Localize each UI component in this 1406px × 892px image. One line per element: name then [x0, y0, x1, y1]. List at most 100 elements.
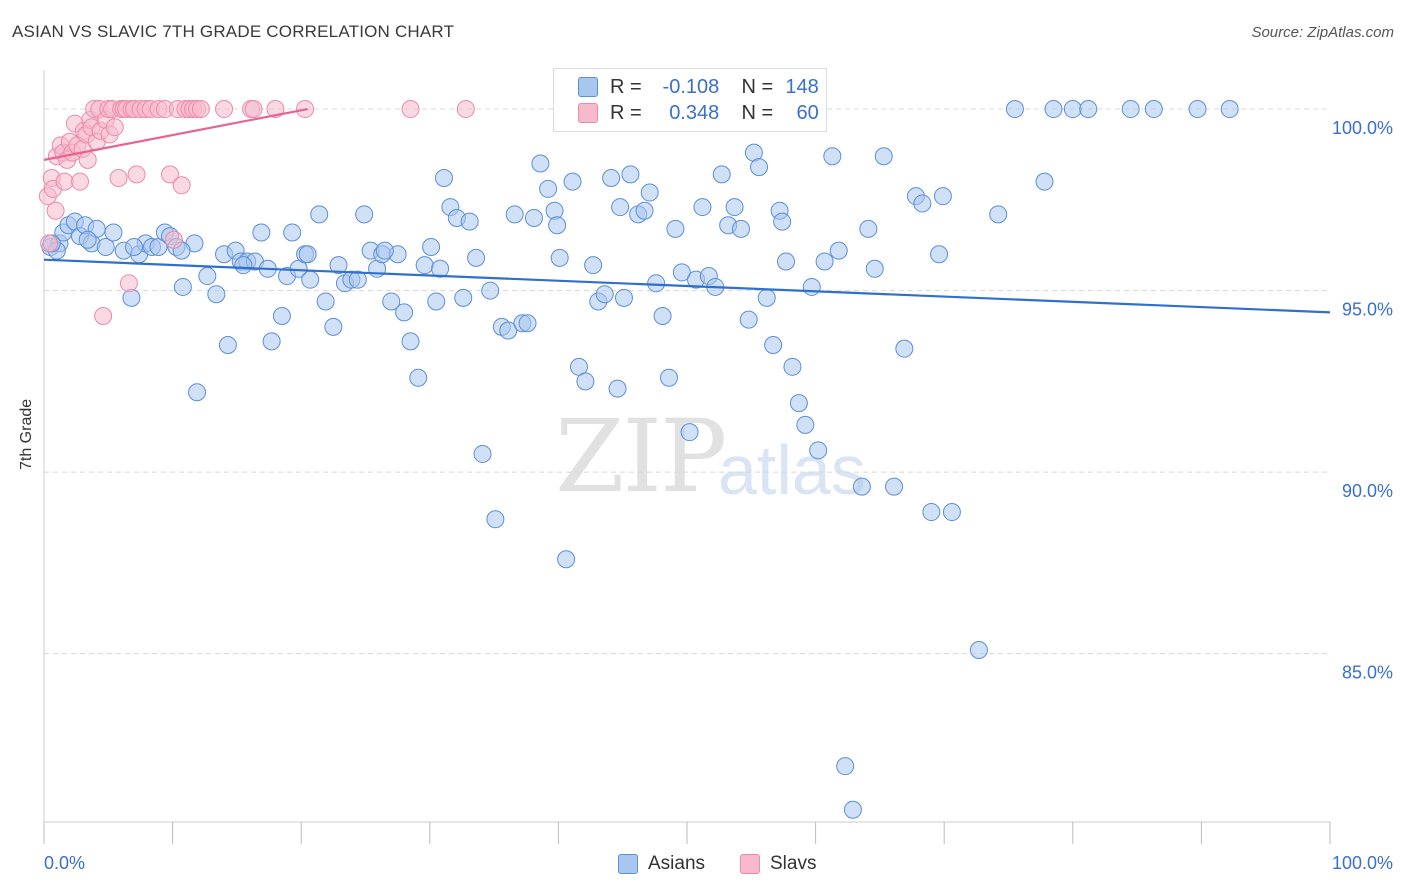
asian-point	[584, 256, 603, 275]
asian-point	[777, 252, 796, 271]
slav-point	[215, 100, 234, 119]
asian-point	[481, 281, 500, 300]
asian-point	[865, 259, 884, 278]
asian-point	[505, 205, 524, 224]
asian-point	[329, 256, 348, 275]
legend-row-asians: R = -0.108 N = 148	[578, 75, 819, 99]
slav-point	[127, 165, 146, 184]
asian-point	[316, 292, 335, 311]
source-label: Source: ZipAtlas.com	[1251, 24, 1394, 41]
asian-point	[859, 219, 878, 238]
slav-point	[105, 118, 124, 137]
asian-point	[207, 285, 226, 304]
asian-point	[757, 288, 776, 307]
asian-point	[922, 503, 941, 522]
asian-point	[680, 423, 699, 442]
asian-point	[942, 503, 961, 522]
asian-point	[739, 310, 758, 329]
asian-point	[666, 219, 685, 238]
asian-point	[431, 259, 450, 278]
asian-point	[852, 477, 871, 496]
asian-point	[401, 332, 420, 351]
slav-point	[119, 274, 138, 293]
asian-point	[829, 241, 848, 260]
legend-n-value: 60	[796, 101, 819, 124]
asian-point	[712, 165, 731, 184]
asian-point	[595, 285, 614, 304]
asian-point	[415, 256, 434, 275]
asian-point	[640, 183, 659, 202]
asian-point	[348, 270, 367, 289]
asian-point	[653, 306, 672, 325]
asian-point	[796, 415, 815, 434]
x-tick-label: 0.0%	[44, 853, 85, 873]
legend-r-label: R =	[610, 75, 642, 98]
asian-point	[382, 292, 401, 311]
asian-point	[836, 757, 855, 776]
asian-point	[518, 314, 537, 333]
asian-point	[1188, 100, 1207, 119]
asian-point	[1035, 172, 1054, 191]
slav-point	[109, 169, 128, 188]
x-tick-label: 100.0%	[1332, 853, 1393, 873]
asian-point	[802, 277, 821, 296]
asian-point	[539, 179, 558, 198]
slav-point	[71, 172, 90, 191]
asian-point	[815, 252, 834, 271]
asian-point	[563, 172, 582, 191]
asian-point	[234, 256, 253, 275]
y-tick-label: 95.0%	[1342, 300, 1393, 320]
asian-point	[809, 441, 828, 460]
asian-point	[1044, 100, 1063, 119]
bottom-legend-slavs[interactable]: Slavs	[740, 851, 816, 877]
asian-point	[773, 212, 792, 231]
asian-point	[310, 205, 329, 224]
asian-point	[693, 198, 712, 217]
asian-point	[576, 372, 595, 391]
asian-point	[635, 201, 654, 220]
chart-title: ASIAN VS SLAVIC 7TH GRADE CORRELATION CH…	[12, 22, 455, 41]
slav-point	[244, 100, 263, 119]
asian-point	[198, 267, 217, 286]
asian-trend-line	[43, 258, 1331, 314]
asian-point	[1063, 100, 1082, 119]
bottom-legend-swatch-slavs	[740, 854, 760, 874]
asian-point	[621, 165, 640, 184]
asian-point	[272, 306, 291, 325]
watermark-atlas: atlas	[718, 431, 866, 509]
y-axis-label: 7th Grade	[18, 398, 35, 470]
asian-point	[1121, 100, 1140, 119]
asian-point	[473, 444, 492, 463]
asian-point	[460, 212, 479, 231]
asian-point	[1220, 100, 1239, 119]
asian-point	[885, 477, 904, 496]
asian-point	[789, 394, 808, 413]
slav-point	[40, 234, 59, 253]
legend-r-value: 0.348	[669, 101, 720, 124]
asian-point	[647, 274, 666, 293]
slav-point	[172, 176, 191, 195]
y-tick-label: 100.0%	[1332, 118, 1393, 138]
asian-point	[930, 245, 949, 264]
asian-point	[375, 241, 394, 260]
asian-point	[301, 270, 320, 289]
asian-point	[531, 154, 550, 173]
slav-point	[456, 100, 475, 119]
slav-point	[164, 230, 183, 249]
asian-point	[218, 336, 237, 355]
asian-point	[188, 383, 207, 402]
slav-point	[78, 150, 97, 169]
asian-point	[969, 640, 988, 659]
bottom-legend-label-asians: Asians	[648, 853, 706, 874]
bottom-legend-asians[interactable]: Asians	[618, 851, 705, 877]
y-tick-label: 85.0%	[1342, 663, 1393, 683]
asian-point	[355, 205, 374, 224]
asian-point	[252, 223, 271, 242]
asian-point	[434, 169, 453, 188]
y-tick-label: 90.0%	[1342, 481, 1393, 501]
asian-point	[659, 368, 678, 387]
asian-point	[557, 550, 576, 569]
asian-point	[614, 288, 633, 307]
watermark-zip: ZIP	[555, 398, 727, 515]
asian-point	[422, 238, 441, 257]
